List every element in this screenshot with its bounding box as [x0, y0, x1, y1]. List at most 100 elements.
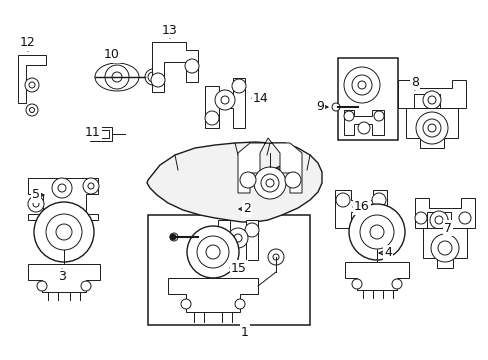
Circle shape: [33, 201, 39, 207]
Polygon shape: [28, 264, 100, 292]
Text: 6: 6: [281, 162, 288, 175]
Text: 13: 13: [162, 23, 178, 36]
Text: 7: 7: [443, 221, 451, 234]
Polygon shape: [18, 55, 46, 103]
Circle shape: [81, 281, 91, 291]
Circle shape: [422, 119, 440, 137]
Polygon shape: [397, 80, 465, 108]
Circle shape: [83, 178, 99, 194]
Circle shape: [227, 228, 247, 248]
Ellipse shape: [95, 63, 139, 91]
Circle shape: [373, 111, 383, 121]
Circle shape: [231, 79, 245, 93]
Circle shape: [235, 299, 244, 309]
Circle shape: [52, 178, 72, 198]
Circle shape: [427, 96, 435, 104]
Bar: [337, 58, 397, 140]
Circle shape: [46, 214, 82, 250]
Circle shape: [215, 90, 235, 110]
Circle shape: [359, 215, 393, 249]
Text: 5: 5: [32, 189, 40, 202]
Polygon shape: [152, 42, 198, 92]
Circle shape: [253, 167, 285, 199]
Polygon shape: [343, 110, 383, 135]
Circle shape: [348, 204, 404, 260]
Polygon shape: [345, 262, 408, 290]
Circle shape: [204, 111, 219, 125]
Circle shape: [58, 184, 66, 192]
Circle shape: [261, 174, 279, 192]
Text: 3: 3: [58, 270, 66, 284]
Circle shape: [265, 179, 273, 187]
Circle shape: [351, 279, 361, 289]
Text: 16: 16: [353, 201, 369, 213]
Circle shape: [25, 78, 39, 92]
Ellipse shape: [145, 69, 161, 85]
Text: 1: 1: [241, 325, 248, 338]
Circle shape: [371, 193, 385, 207]
Circle shape: [184, 59, 199, 73]
Circle shape: [357, 81, 365, 89]
Circle shape: [415, 112, 447, 144]
Circle shape: [105, 65, 129, 89]
Circle shape: [351, 75, 371, 95]
Ellipse shape: [331, 103, 339, 111]
Circle shape: [267, 249, 284, 265]
Ellipse shape: [170, 233, 178, 241]
Circle shape: [429, 211, 447, 229]
Text: 2: 2: [243, 202, 250, 216]
Polygon shape: [28, 178, 98, 220]
Bar: [93, 130, 109, 138]
Circle shape: [358, 217, 364, 223]
Circle shape: [34, 202, 94, 262]
Circle shape: [151, 73, 164, 87]
Circle shape: [29, 82, 35, 88]
Circle shape: [205, 245, 220, 259]
Circle shape: [240, 172, 256, 188]
Circle shape: [181, 299, 191, 309]
Circle shape: [197, 236, 228, 268]
Circle shape: [88, 183, 94, 189]
Circle shape: [353, 212, 369, 228]
Circle shape: [148, 72, 158, 82]
Polygon shape: [218, 220, 258, 262]
Circle shape: [422, 91, 440, 109]
Bar: [148, 215, 309, 325]
Circle shape: [430, 234, 458, 262]
Polygon shape: [334, 190, 386, 228]
Polygon shape: [405, 108, 457, 148]
Circle shape: [28, 196, 44, 212]
Circle shape: [186, 226, 239, 278]
Circle shape: [221, 96, 228, 104]
Polygon shape: [238, 138, 302, 193]
Circle shape: [357, 122, 369, 134]
Circle shape: [343, 111, 353, 121]
Text: 11: 11: [85, 126, 101, 139]
Circle shape: [234, 234, 242, 242]
Circle shape: [112, 72, 122, 82]
Circle shape: [335, 193, 349, 207]
Polygon shape: [168, 278, 258, 312]
Text: 9: 9: [315, 100, 323, 113]
Circle shape: [244, 223, 259, 237]
Circle shape: [37, 281, 47, 291]
Circle shape: [26, 104, 38, 116]
Bar: [90, 127, 112, 141]
Circle shape: [343, 67, 379, 103]
Text: 15: 15: [231, 261, 246, 274]
Polygon shape: [147, 142, 321, 222]
Circle shape: [285, 172, 301, 188]
Circle shape: [56, 224, 72, 240]
Circle shape: [29, 108, 35, 112]
Polygon shape: [204, 78, 244, 128]
Circle shape: [414, 212, 426, 224]
Text: 4: 4: [383, 247, 391, 260]
Text: 14: 14: [253, 91, 268, 104]
Circle shape: [216, 244, 231, 260]
Circle shape: [458, 212, 470, 224]
Text: 10: 10: [104, 49, 120, 62]
Circle shape: [437, 241, 451, 255]
Polygon shape: [422, 228, 466, 268]
Text: 12: 12: [20, 36, 36, 49]
Circle shape: [434, 216, 442, 224]
